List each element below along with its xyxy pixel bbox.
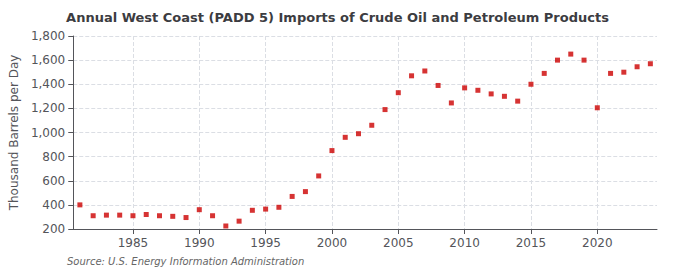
svg-text:1,800: 1,800 — [31, 29, 65, 43]
svg-text:2010: 2010 — [449, 236, 480, 250]
svg-text:Source: U.S. Energy Informatio: Source: U.S. Energy Information Administ… — [67, 256, 304, 267]
svg-text:1,400: 1,400 — [31, 77, 65, 91]
svg-text:2005: 2005 — [383, 236, 414, 250]
svg-text:600: 600 — [42, 174, 65, 188]
svg-text:1,200: 1,200 — [31, 101, 65, 115]
svg-text:1995: 1995 — [250, 236, 281, 250]
svg-text:2015: 2015 — [516, 236, 547, 250]
svg-text:1990: 1990 — [184, 236, 215, 250]
svg-text:Thousand Barrels per Day: Thousand Barrels per Day — [7, 55, 21, 212]
svg-text:400: 400 — [42, 198, 65, 212]
svg-text:2020: 2020 — [582, 236, 613, 250]
svg-text:Annual West Coast (PADD 5) Imp: Annual West Coast (PADD 5) Imports of Cr… — [66, 10, 609, 25]
svg-text:1985: 1985 — [118, 236, 149, 250]
svg-text:1,600: 1,600 — [31, 53, 65, 67]
svg-text:200: 200 — [42, 222, 65, 236]
svg-text:800: 800 — [42, 150, 65, 164]
svg-text:1,000: 1,000 — [31, 126, 65, 140]
svg-text:2000: 2000 — [317, 236, 348, 250]
